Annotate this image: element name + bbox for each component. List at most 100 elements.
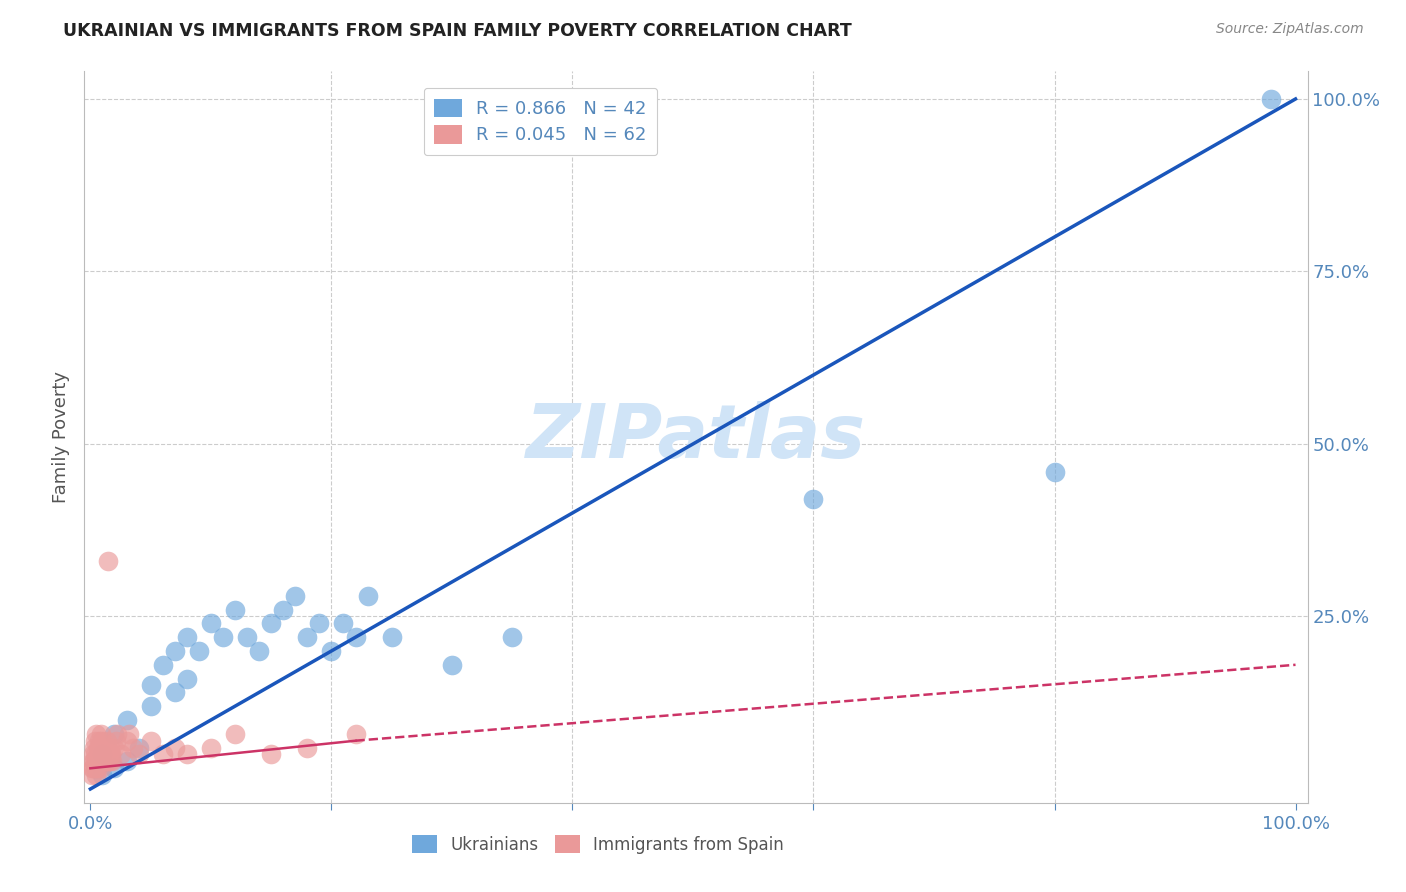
Point: [100, 747, 122, 762]
Point: [200, 740, 222, 755]
Point: [1260, 92, 1282, 106]
Point: [86, 761, 108, 775]
Point: [91, 747, 114, 762]
Point: [121, 740, 143, 755]
Point: [94, 747, 117, 762]
Point: [98, 747, 121, 762]
Point: [356, 589, 378, 603]
Point: [89, 740, 111, 755]
Point: [87, 747, 110, 762]
Point: [163, 740, 186, 755]
Point: [103, 740, 125, 755]
Point: [247, 644, 270, 658]
Point: [803, 492, 825, 507]
Point: [321, 644, 343, 658]
Point: [118, 727, 141, 741]
Text: Source: ZipAtlas.com: Source: ZipAtlas.com: [1216, 22, 1364, 37]
Point: [139, 733, 162, 747]
Point: [128, 747, 150, 762]
Point: [91, 747, 114, 762]
Point: [82, 747, 104, 762]
Legend: Ukrainians, Immigrants from Spain: Ukrainians, Immigrants from Spain: [405, 829, 792, 860]
Point: [101, 755, 124, 769]
Point: [86, 755, 108, 769]
Point: [139, 678, 162, 692]
Point: [104, 733, 127, 747]
Point: [90, 747, 112, 762]
Point: [97, 740, 120, 755]
Text: UKRAINIAN VS IMMIGRANTS FROM SPAIN FAMILY POVERTY CORRELATION CHART: UKRAINIAN VS IMMIGRANTS FROM SPAIN FAMIL…: [63, 22, 852, 40]
Point: [87, 733, 110, 747]
Point: [103, 727, 125, 741]
Point: [84, 761, 107, 775]
Point: [176, 672, 198, 686]
Point: [90, 761, 112, 775]
Point: [98, 755, 121, 769]
Point: [103, 761, 125, 775]
Point: [105, 727, 128, 741]
Point: [260, 747, 283, 762]
Point: [86, 740, 108, 755]
Point: [297, 740, 319, 755]
Point: [86, 755, 108, 769]
Point: [89, 755, 111, 769]
Point: [82, 761, 104, 775]
Point: [86, 727, 108, 741]
Point: [501, 630, 523, 644]
Point: [200, 616, 222, 631]
Point: [91, 768, 114, 782]
Point: [91, 733, 114, 747]
Point: [271, 602, 294, 616]
Point: [91, 747, 114, 762]
Point: [297, 630, 319, 644]
Point: [308, 616, 330, 631]
Point: [94, 747, 117, 762]
Point: [94, 740, 117, 755]
Point: [93, 755, 115, 769]
Point: [332, 616, 354, 631]
Point: [83, 755, 105, 769]
Point: [344, 630, 367, 644]
Point: [115, 733, 138, 747]
Point: [115, 713, 138, 727]
Point: [163, 644, 186, 658]
Point: [224, 727, 246, 741]
Point: [96, 755, 118, 769]
Point: [284, 589, 307, 603]
Point: [96, 733, 118, 747]
Point: [344, 727, 367, 741]
Point: [381, 630, 404, 644]
Point: [89, 755, 111, 769]
Point: [100, 747, 122, 762]
Point: [176, 747, 198, 762]
Point: [97, 755, 120, 769]
Point: [110, 747, 132, 762]
Point: [87, 747, 110, 762]
Point: [128, 740, 150, 755]
Point: [80, 768, 103, 782]
Point: [115, 755, 138, 769]
Point: [139, 699, 162, 714]
Point: [1043, 465, 1066, 479]
Point: [82, 761, 104, 775]
Point: [97, 554, 120, 568]
Point: [82, 755, 104, 769]
Point: [212, 630, 235, 644]
Text: ZIPatlas: ZIPatlas: [526, 401, 866, 474]
Point: [84, 761, 107, 775]
Point: [86, 768, 108, 782]
Point: [83, 740, 105, 755]
Point: [152, 657, 174, 672]
Point: [224, 602, 246, 616]
Point: [90, 755, 112, 769]
Point: [90, 727, 112, 741]
Point: [236, 630, 259, 644]
Point: [98, 740, 121, 755]
Point: [152, 747, 174, 762]
Point: [163, 685, 186, 699]
Point: [83, 747, 105, 762]
Point: [260, 616, 283, 631]
Point: [84, 733, 107, 747]
Point: [93, 755, 115, 769]
Point: [440, 657, 463, 672]
